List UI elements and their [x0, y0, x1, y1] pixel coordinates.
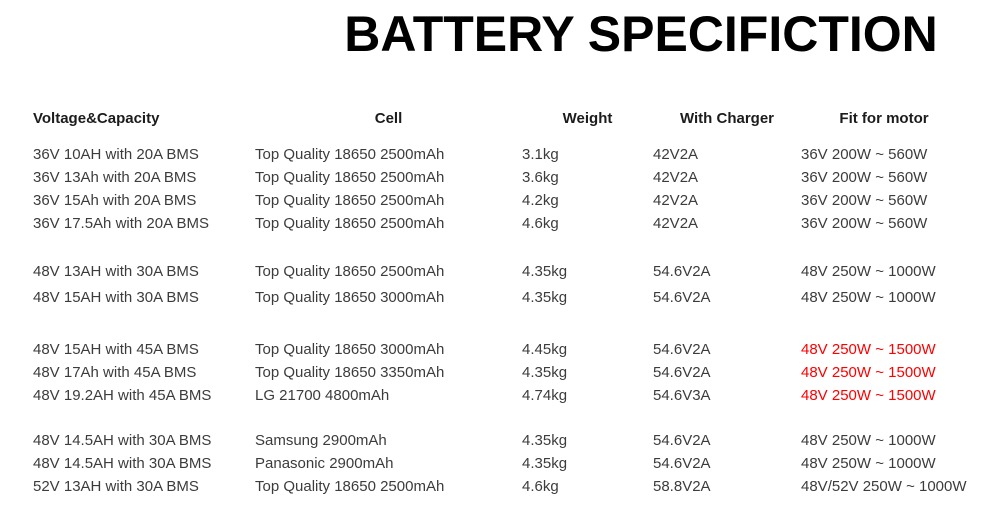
battery-spec-sheet: BATTERY SPECIFICTION Voltage&Capacity Ce…	[0, 8, 1000, 498]
header-voltage-capacity: Voltage&Capacity	[33, 110, 160, 127]
cell-voltage-capacity: 48V 17Ah with 45A BMS	[33, 364, 197, 381]
cell-fit-for-motor: 36V 200W ~ 560W	[801, 215, 928, 232]
cell-voltage-capacity: 48V 14.5AH with 30A BMS	[33, 455, 212, 472]
row-group: 48V 14.5AH with 30A BMS Samsung 2900mAh …	[33, 429, 1000, 498]
table-row: 36V 10AH with 20A BMS Top Quality 18650 …	[33, 143, 1000, 166]
row-group: 48V 13AH with 30A BMS Top Quality 18650 …	[33, 259, 1000, 311]
cell-cell-type: Top Quality 18650 2500mAh	[255, 192, 445, 209]
table-row: 48V 14.5AH with 30A BMS Samsung 2900mAh …	[33, 429, 1000, 452]
cell-voltage-capacity: 48V 15AH with 45A BMS	[33, 341, 199, 358]
table-row: 48V 15AH with 30A BMS Top Quality 18650 …	[33, 285, 1000, 311]
cell-weight: 4.2kg	[522, 192, 559, 209]
cell-fit-for-motor: 48V 250W ~ 1500W	[801, 364, 936, 381]
row-group: 36V 10AH with 20A BMS Top Quality 18650 …	[33, 143, 1000, 235]
header-with-charger: With Charger	[679, 110, 775, 127]
cell-cell-type: Top Quality 18650 3000mAh	[255, 289, 445, 306]
cell-cell-type: Top Quality 18650 2500mAh	[255, 169, 445, 186]
cell-fit-for-motor: 48V 250W ~ 1000W	[801, 432, 936, 449]
table-row: 36V 15Ah with 20A BMS Top Quality 18650 …	[33, 189, 1000, 212]
cell-with-charger: 54.6V2A	[653, 341, 711, 358]
cell-fit-for-motor: 48V 250W ~ 1000W	[801, 263, 936, 280]
cell-with-charger: 42V2A	[653, 192, 699, 209]
cell-voltage-capacity: 36V 13Ah with 20A BMS	[33, 169, 197, 186]
cell-voltage-capacity: 48V 19.2AH with 45A BMS	[33, 387, 212, 404]
cell-fit-for-motor: 48V/52V 250W ~ 1000W	[801, 478, 967, 495]
cell-voltage-capacity: 52V 13AH with 30A BMS	[33, 478, 199, 495]
header-cell: Cell	[374, 110, 403, 127]
row-group: 48V 15AH with 45A BMS Top Quality 18650 …	[33, 338, 1000, 407]
table-row: 48V 14.5AH with 30A BMS Panasonic 2900mA…	[33, 452, 1000, 475]
table-row: 48V 19.2AH with 45A BMS LG 21700 4800mAh…	[33, 384, 1000, 407]
table-row: 48V 13AH with 30A BMS Top Quality 18650 …	[33, 259, 1000, 285]
cell-cell-type: Top Quality 18650 3350mAh	[255, 364, 445, 381]
page-title: BATTERY SPECIFICTION	[344, 6, 938, 62]
table-row: 48V 15AH with 45A BMS Top Quality 18650 …	[33, 338, 1000, 361]
table-row: 52V 13AH with 30A BMS Top Quality 18650 …	[33, 475, 1000, 498]
cell-weight: 4.35kg	[522, 289, 568, 306]
cell-voltage-capacity: 48V 14.5AH with 30A BMS	[33, 432, 212, 449]
cell-voltage-capacity: 36V 10AH with 20A BMS	[33, 146, 199, 163]
cell-voltage-capacity: 48V 13AH with 30A BMS	[33, 263, 199, 280]
cell-with-charger: 54.6V3A	[653, 387, 711, 404]
table-header-row: Voltage&Capacity Cell Weight With Charge…	[33, 110, 1000, 127]
cell-with-charger: 58.8V2A	[653, 478, 711, 495]
cell-fit-for-motor: 48V 250W ~ 1000W	[801, 289, 936, 306]
cell-cell-type: Top Quality 18650 2500mAh	[255, 146, 445, 163]
cell-weight: 4.35kg	[522, 263, 568, 280]
cell-with-charger: 54.6V2A	[653, 364, 711, 381]
cell-with-charger: 54.6V2A	[653, 432, 711, 449]
cell-fit-for-motor: 48V 250W ~ 1000W	[801, 455, 936, 472]
cell-with-charger: 42V2A	[653, 215, 699, 232]
table-row: 48V 17Ah with 45A BMS Top Quality 18650 …	[33, 361, 1000, 384]
cell-fit-for-motor: 48V 250W ~ 1500W	[801, 341, 936, 358]
table-row: 36V 13Ah with 20A BMS Top Quality 18650 …	[33, 166, 1000, 189]
cell-weight: 4.74kg	[522, 387, 568, 404]
cell-with-charger: 54.6V2A	[653, 289, 711, 306]
cell-with-charger: 54.6V2A	[653, 263, 711, 280]
cell-weight: 4.35kg	[522, 455, 568, 472]
cell-cell-type: Panasonic 2900mAh	[255, 455, 394, 472]
spec-table: Voltage&Capacity Cell Weight With Charge…	[0, 110, 1000, 498]
header-fit-for-motor: Fit for motor	[839, 110, 929, 127]
cell-weight: 4.45kg	[522, 341, 568, 358]
cell-voltage-capacity: 48V 15AH with 30A BMS	[33, 289, 199, 306]
cell-cell-type: Top Quality 18650 2500mAh	[255, 478, 445, 495]
table-row: 36V 17.5Ah with 20A BMS Top Quality 1865…	[33, 212, 1000, 235]
cell-with-charger: 54.6V2A	[653, 455, 711, 472]
table-body: 36V 10AH with 20A BMS Top Quality 18650 …	[33, 143, 1000, 498]
cell-weight: 4.6kg	[522, 478, 559, 495]
cell-with-charger: 42V2A	[653, 146, 699, 163]
cell-weight: 4.6kg	[522, 215, 559, 232]
cell-fit-for-motor: 36V 200W ~ 560W	[801, 192, 928, 209]
header-weight: Weight	[562, 110, 613, 127]
cell-voltage-capacity: 36V 17.5Ah with 20A BMS	[33, 215, 209, 232]
cell-cell-type: Samsung 2900mAh	[255, 432, 387, 449]
cell-fit-for-motor: 36V 200W ~ 560W	[801, 169, 928, 186]
cell-weight: 4.35kg	[522, 432, 568, 449]
cell-cell-type: Top Quality 18650 3000mAh	[255, 341, 445, 358]
cell-fit-for-motor: 36V 200W ~ 560W	[801, 146, 928, 163]
cell-weight: 3.1kg	[522, 146, 559, 163]
cell-weight: 4.35kg	[522, 364, 568, 381]
cell-cell-type: Top Quality 18650 2500mAh	[255, 215, 445, 232]
cell-cell-type: Top Quality 18650 2500mAh	[255, 263, 445, 280]
cell-fit-for-motor: 48V 250W ~ 1500W	[801, 387, 936, 404]
cell-cell-type: LG 21700 4800mAh	[255, 387, 390, 404]
cell-voltage-capacity: 36V 15Ah with 20A BMS	[33, 192, 197, 209]
cell-weight: 3.6kg	[522, 169, 559, 186]
cell-with-charger: 42V2A	[653, 169, 699, 186]
